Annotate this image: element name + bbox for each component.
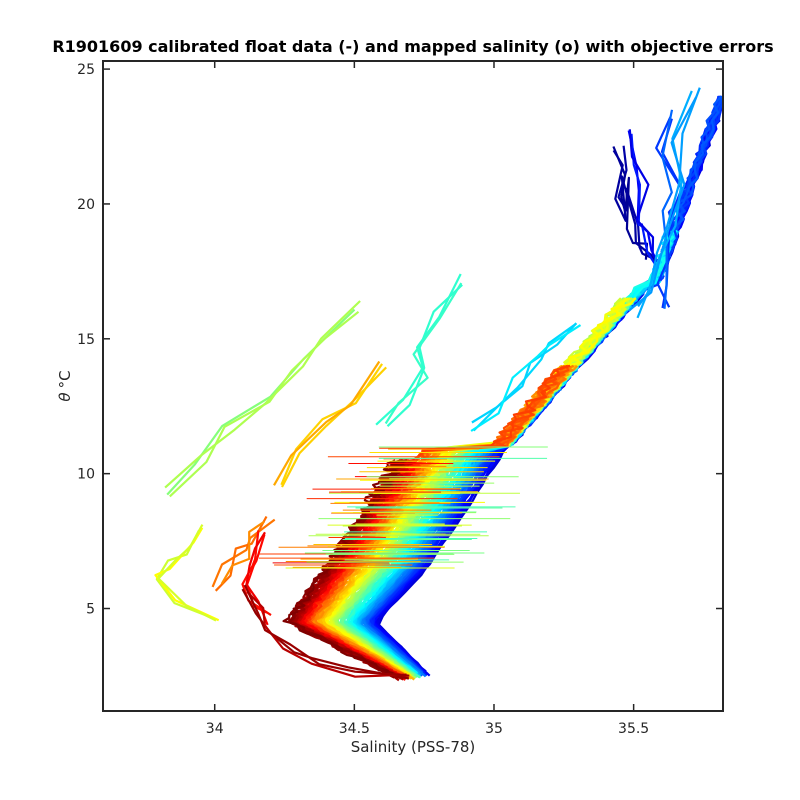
y-tick-label: 5 (86, 602, 95, 618)
profile-excursion (211, 518, 276, 588)
x-tick-label: 34 (206, 721, 224, 737)
profile-excursion (630, 133, 659, 270)
profile-excursion (636, 90, 693, 319)
y-tick-label: 20 (77, 197, 95, 213)
profile-line (352, 230, 674, 672)
profile-excursion (655, 116, 686, 308)
x-axis-title: Salinity (PSS-78) (351, 738, 476, 756)
plot-frame (102, 60, 724, 712)
profile-excursion (384, 282, 463, 425)
profile-excursion (628, 129, 659, 264)
profile-excursion (157, 524, 217, 622)
profile-line (347, 230, 672, 671)
profile-excursion (661, 109, 674, 309)
profile-excursion (628, 96, 698, 312)
profile-excursion (243, 584, 410, 677)
profile-line (346, 230, 673, 673)
profile-excursion (241, 588, 410, 680)
x-tick-label: 35.5 (618, 721, 649, 737)
profile-line (346, 230, 671, 678)
y-tick-label: 25 (77, 62, 95, 78)
chart-title: R1901609 calibrated float data (-) and m… (52, 37, 773, 56)
profile-excursion (280, 363, 384, 486)
profile-excursion (220, 520, 265, 585)
profile-excursion (155, 529, 214, 620)
y-axis-symbol: θ (56, 392, 74, 401)
profile-excursion (470, 324, 582, 432)
profile-excursion (246, 591, 407, 678)
profile-excursion (164, 300, 361, 489)
profile-excursion (214, 515, 268, 592)
y-axis-unit: °C (56, 370, 74, 388)
profile-line (349, 230, 675, 677)
profile-line (322, 364, 566, 680)
profile-excursion (471, 322, 578, 424)
y-axis-title: θ °C (56, 370, 74, 401)
profile-excursion (273, 360, 381, 486)
profile-line (353, 230, 670, 673)
profile-excursion (612, 149, 657, 262)
profile-excursion (169, 310, 360, 498)
y-axis: 5 10 15 20 25 (77, 62, 723, 618)
x-tick-label: 34.5 (339, 721, 370, 737)
profile-line (357, 230, 671, 670)
series-layer (154, 87, 723, 682)
profile-excursion (281, 366, 387, 488)
x-axis: 34 34.5 35 35.5 (206, 61, 649, 737)
y-tick-label: 10 (77, 467, 95, 483)
x-tick-label: 35 (485, 721, 503, 737)
y-tick-label: 15 (77, 332, 95, 348)
profile-line (354, 230, 673, 674)
profile-excursion (386, 284, 463, 427)
